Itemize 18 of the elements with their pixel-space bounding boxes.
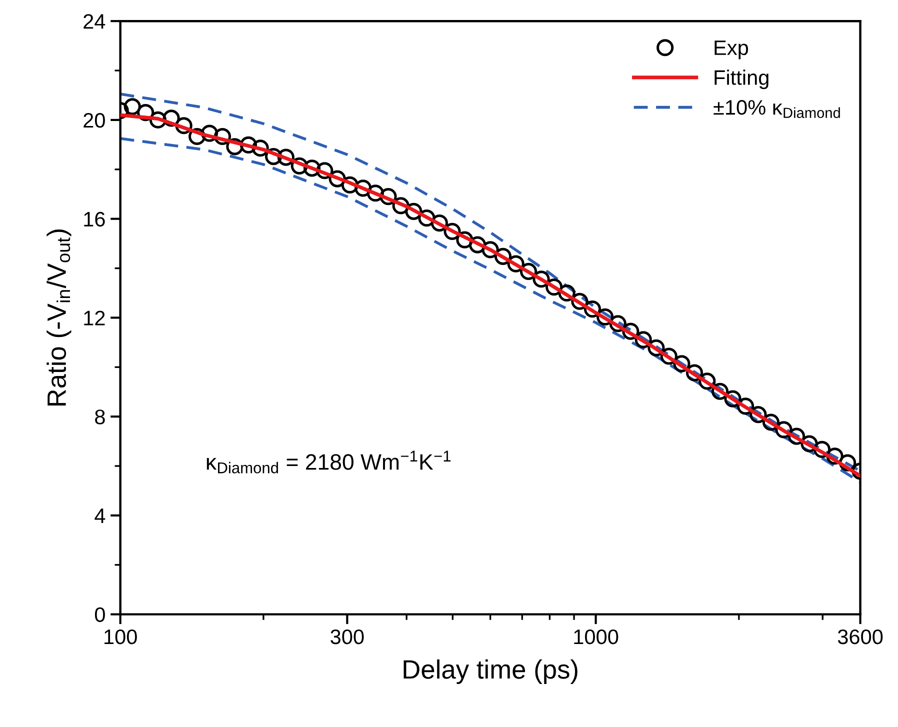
legend-label: ±10% κ$_{Diamond}$ bbox=[714, 100, 840, 118]
y-tick-label: 0 bbox=[94, 607, 105, 622]
legend-label: Fitting bbox=[714, 70, 768, 90]
x-tick-label: 100 bbox=[104, 629, 137, 644]
y-axis-title: Ratio (-V$_{in}$/V$_{out}$) bbox=[46, 230, 72, 406]
point bbox=[124, 98, 141, 116]
x-tick-label: 3600 bbox=[838, 629, 883, 644]
y-tick-label: 8 bbox=[95, 410, 105, 424]
x-tick-label: 300 bbox=[330, 629, 364, 644]
y-tick-label: 12 bbox=[84, 310, 105, 326]
legend-label: Exp bbox=[714, 40, 748, 60]
x-axis-title: Delay time (ps) bbox=[404, 659, 578, 684]
y-tick-label: 16 bbox=[84, 212, 105, 227]
x-tick-label: 1000 bbox=[574, 629, 618, 644]
y-tick-label: 24 bbox=[84, 14, 106, 29]
annotation: κ$_{Diamond}$ = 2180 Wm$^{−1}$K$^{−1}$ bbox=[206, 450, 451, 474]
y-tick-label: 4 bbox=[94, 508, 106, 523]
y-tick-label: 20 bbox=[84, 112, 105, 128]
